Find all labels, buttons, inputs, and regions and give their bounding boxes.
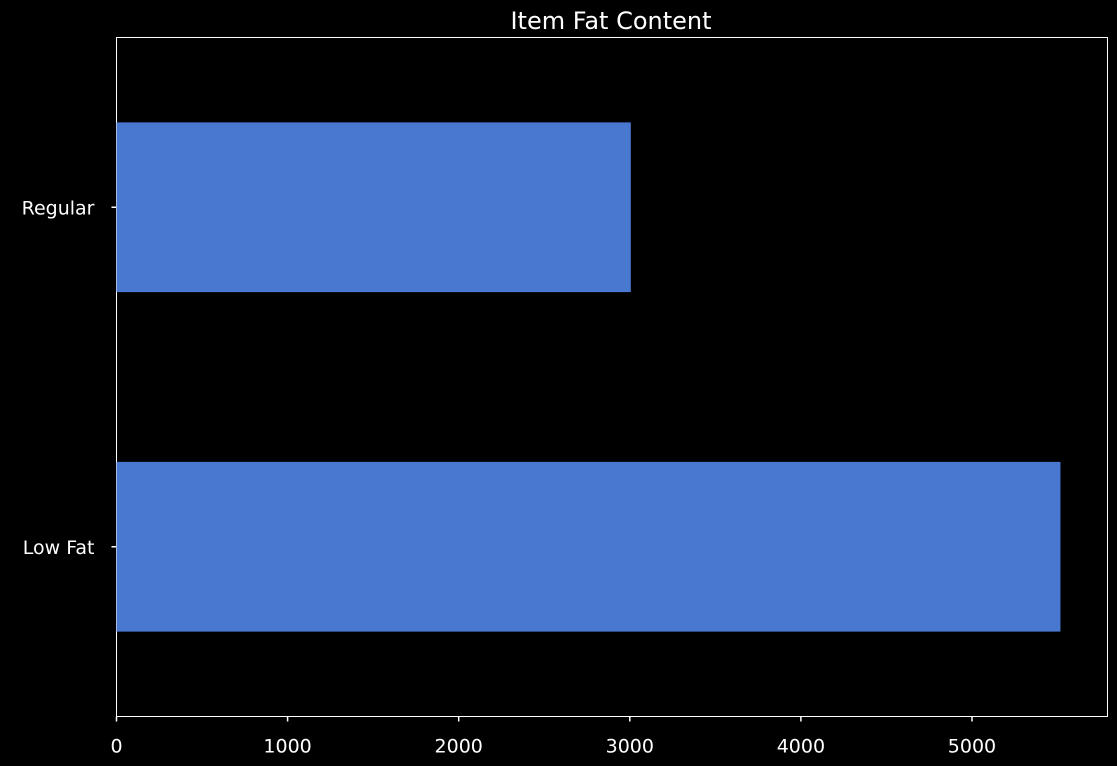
x-axis-ticks: 0 1000 2000 3000 4000 5000	[110, 716, 996, 758]
bar-regular	[116, 122, 631, 293]
x-tick-label-2000: 2000	[435, 736, 483, 758]
bar-low-fat	[116, 461, 1061, 632]
y-tick-label-regular: Regular	[22, 197, 95, 219]
x-tick-label-1000: 1000	[263, 736, 311, 758]
chart-title: Item Fat Content	[510, 7, 711, 35]
y-tick-label-low-fat: Low Fat	[23, 537, 95, 559]
x-tick-label-4000: 4000	[777, 736, 825, 758]
x-tick-label-5000: 5000	[948, 736, 996, 758]
plot-frame	[116, 37, 1108, 717]
y-axis-ticks: Low Fat Regular	[22, 197, 117, 559]
bars	[116, 122, 1061, 632]
x-tick-label-3000: 3000	[606, 736, 654, 758]
x-tick-label-0: 0	[110, 736, 122, 758]
